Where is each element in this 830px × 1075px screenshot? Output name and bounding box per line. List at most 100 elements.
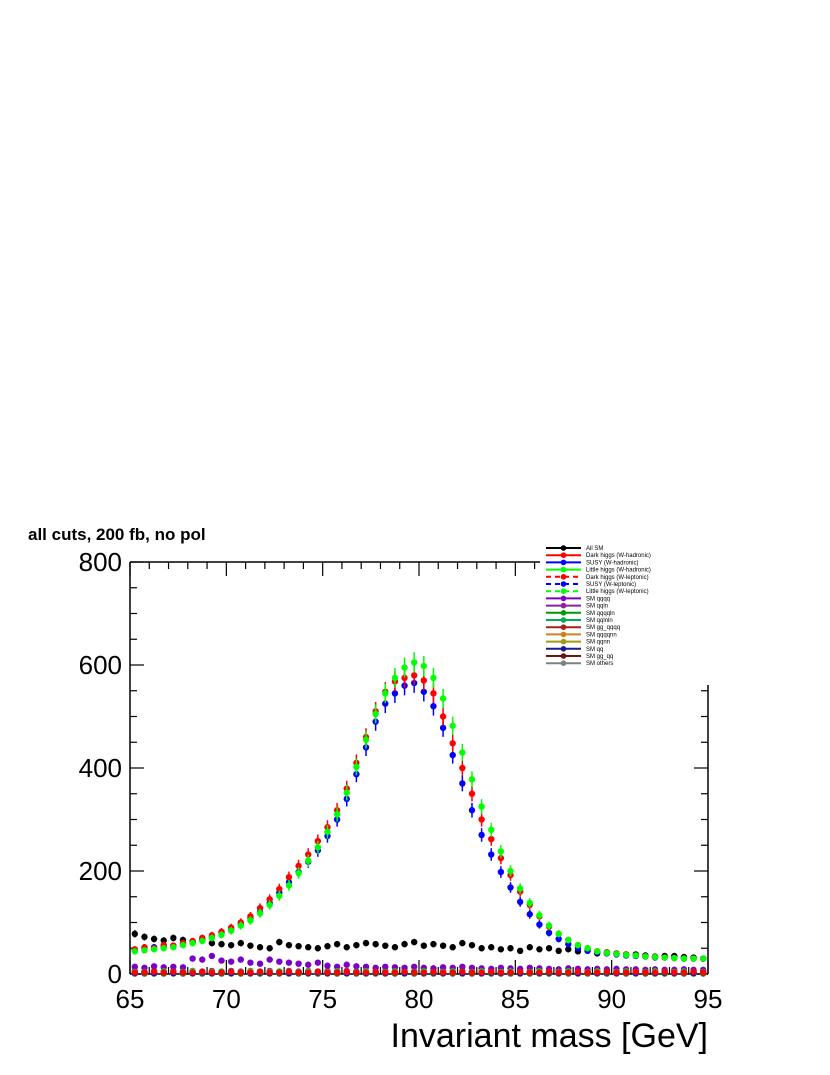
- data-point: [179, 969, 187, 976]
- data-point: [391, 969, 399, 976]
- data-point: [333, 940, 341, 948]
- data-point: [266, 901, 273, 909]
- data-point: [237, 939, 244, 947]
- y-tick-label: 400: [79, 753, 122, 783]
- data-point: [536, 969, 543, 976]
- data-point: [459, 963, 466, 970]
- data-point: [285, 882, 293, 889]
- legend-marker: [560, 638, 567, 645]
- x-tick-label: 85: [501, 984, 530, 1014]
- data-point: [382, 942, 389, 949]
- data-point: [343, 944, 350, 951]
- data-point: [333, 811, 341, 818]
- data-point: [516, 947, 524, 955]
- legend-item: SUSY (W-leptonic): [546, 581, 636, 588]
- data-point: [420, 942, 428, 949]
- data-point: [353, 969, 360, 976]
- data-point: [343, 968, 350, 976]
- data-point: [584, 969, 591, 976]
- legend-marker: [560, 574, 567, 580]
- data-point: [410, 969, 418, 976]
- data-point: [526, 899, 533, 907]
- data-point: [227, 927, 235, 934]
- data-point: [488, 826, 495, 833]
- legend-item: SM qqqqln: [546, 610, 615, 617]
- data-point: [353, 963, 360, 970]
- data-point: [353, 941, 360, 949]
- data-point: [622, 969, 630, 976]
- data-point: [603, 968, 611, 976]
- legend-label: SM qqnn: [586, 640, 610, 646]
- data-point: [382, 690, 389, 697]
- data-point: [574, 968, 582, 976]
- data-point: [507, 867, 514, 875]
- data-point: [247, 969, 254, 976]
- data-point: [266, 945, 273, 952]
- y-tick-label: 800: [79, 547, 122, 577]
- data-point: [218, 931, 225, 939]
- data-point: [410, 672, 418, 679]
- data-point: [131, 948, 139, 955]
- legend-item: SM qqlnln: [546, 617, 613, 624]
- data-point: [545, 929, 553, 936]
- data-point: [276, 969, 283, 976]
- legend-item: SM gg_qq: [546, 653, 613, 660]
- data-point: [574, 941, 582, 949]
- legend-label: All SM: [586, 546, 603, 552]
- legend-marker: [560, 602, 567, 609]
- data-point: [276, 958, 283, 965]
- data-point: [391, 944, 399, 951]
- data-point: [420, 662, 428, 670]
- data-point: [208, 969, 216, 976]
- data-point: [276, 938, 283, 946]
- data-point: [256, 968, 264, 976]
- legend-label: SM qqqqnn: [586, 632, 617, 638]
- data-point: [555, 969, 562, 976]
- data-point: [497, 969, 505, 976]
- data-point: [690, 968, 697, 976]
- data-point: [208, 934, 216, 942]
- legend-label: SM qqln: [586, 604, 608, 610]
- data-point: [362, 969, 370, 976]
- data-point: [343, 789, 350, 796]
- data-point: [266, 956, 273, 963]
- data-point: [555, 947, 562, 955]
- data-point: [256, 910, 264, 917]
- data-point: [661, 968, 668, 976]
- data-point: [622, 951, 630, 959]
- data-point: [642, 969, 649, 976]
- x-tick-label: 95: [694, 984, 723, 1014]
- data-points: [131, 652, 707, 977]
- series-points: [131, 665, 707, 962]
- legend-marker: [560, 660, 567, 666]
- data-point: [545, 968, 553, 976]
- data-point: [459, 749, 466, 756]
- data-point: [150, 963, 158, 970]
- data-point: [170, 968, 177, 976]
- data-point: [507, 884, 514, 891]
- data-point: [468, 790, 476, 797]
- legend-item: SUSY (W-hadronic): [546, 559, 638, 566]
- data-point: [343, 961, 350, 968]
- data-point: [266, 969, 273, 976]
- data-point: [478, 803, 485, 810]
- data-point: [295, 942, 302, 950]
- legend-item: Little higgs (W-leptonic): [546, 588, 649, 595]
- data-point: [594, 948, 601, 955]
- data-point: [218, 940, 225, 948]
- data-point: [150, 935, 158, 943]
- data-point: [410, 659, 418, 666]
- data-point: [324, 942, 331, 950]
- data-point: [488, 835, 495, 843]
- data-point: [189, 939, 196, 947]
- legend-marker: [560, 566, 567, 573]
- data-point: [439, 695, 447, 702]
- data-point: [545, 945, 553, 952]
- data-point: [285, 959, 293, 966]
- data-point: [179, 964, 187, 971]
- legend-item: SM qqqq: [546, 595, 610, 602]
- y-tick-labels: 0 200 400 600 800: [79, 547, 122, 989]
- x-tick-label: 80: [405, 984, 434, 1014]
- data-point: [285, 968, 293, 976]
- data-point: [305, 851, 312, 858]
